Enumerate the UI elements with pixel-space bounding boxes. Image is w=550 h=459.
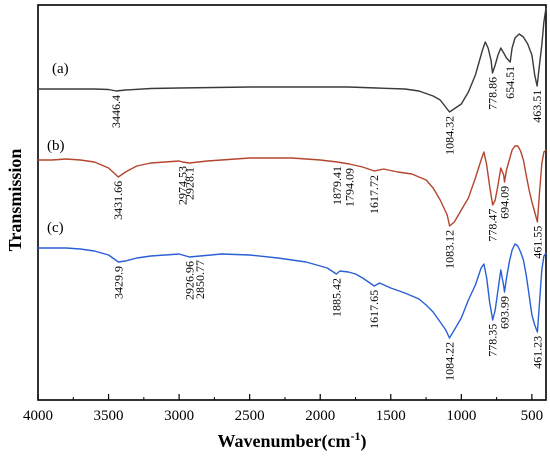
x-tick-label: 1000 <box>446 408 476 424</box>
series-label-a: (a) <box>52 61 69 77</box>
y-axis-title: Transmission <box>5 149 25 252</box>
peak-label: 1885.42 <box>329 278 343 317</box>
peak-label: 2928.1 <box>182 167 196 200</box>
peak-label: 463.51 <box>530 90 544 123</box>
x-tick-label: 2500 <box>235 408 265 424</box>
peak-label: 654.51 <box>503 66 517 99</box>
peak-label: 3429.9 <box>111 266 125 299</box>
peak-label: 1617.65 <box>367 290 381 329</box>
peak-label: 461.23 <box>530 336 544 369</box>
x-tick-label: 2000 <box>305 408 335 424</box>
peak-label: 2926.96 <box>182 261 196 300</box>
peak-label: 694.09 <box>498 186 512 219</box>
plot-frame <box>37 4 547 401</box>
x-axis-title-main: Wavenumber(cm <box>218 431 351 452</box>
peak-label: 1084.22 <box>442 342 456 381</box>
peak-label: 778.86 <box>486 77 500 110</box>
x-tick-label: 3500 <box>94 408 124 424</box>
x-tick-label: 4000 <box>23 408 53 424</box>
peak-label: 2974.53 <box>176 166 190 205</box>
peak-label: 1084.32 <box>442 116 456 155</box>
peak-label: 3446.4 <box>109 95 123 128</box>
series-line-c <box>38 243 547 339</box>
x-tick-label: 3000 <box>164 408 194 424</box>
x-axis-title-superscript: -1 <box>350 429 360 443</box>
peak-label: 1879.41 <box>330 166 344 205</box>
peak-label: 778.47 <box>486 209 500 242</box>
peak-label: 778.35 <box>486 324 500 357</box>
peak-label: 2850.77 <box>193 260 207 299</box>
peak-label: 693.99 <box>498 296 512 329</box>
peak-label: 461.55 <box>530 226 544 259</box>
series-label-c: (c) <box>47 220 64 236</box>
x-axis-title-close: ) <box>360 431 366 452</box>
x-axis-title: Wavenumber(cm-1) <box>218 429 367 452</box>
peak-label: 3431.66 <box>111 181 125 220</box>
x-tick-label: 500 <box>521 408 544 424</box>
peak-label: 1083.12 <box>443 230 457 269</box>
series-line-a <box>38 7 547 113</box>
series-line-b <box>38 145 547 227</box>
x-tick-label: 1500 <box>376 408 406 424</box>
series-label-b: (b) <box>47 138 65 154</box>
peak-label: 1794.09 <box>342 168 356 207</box>
peak-label: 1617.72 <box>367 175 381 214</box>
